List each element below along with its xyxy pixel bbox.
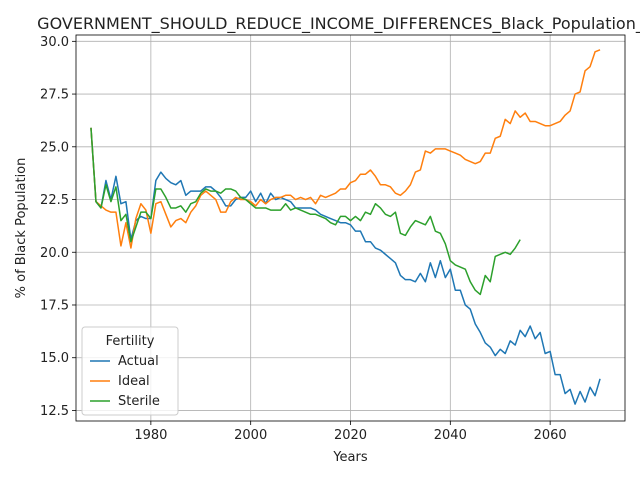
y-tick-label: 30.0	[40, 35, 69, 50]
y-tick-label: 20.0	[40, 246, 69, 261]
x-tick-label: 1980	[134, 428, 167, 443]
series-line-actual	[90, 127, 601, 405]
legend-entry-actual: Actual	[118, 354, 159, 369]
y-tick-label: 15.0	[40, 351, 69, 366]
series-line-ideal	[90, 49, 601, 249]
y-tick-label: 12.5	[40, 404, 69, 419]
x-axis-label: Years	[332, 450, 368, 465]
series-line-sterile	[90, 127, 521, 296]
y-tick-label: 27.5	[40, 88, 69, 103]
y-tick-label: 25.0	[40, 140, 69, 155]
y-axis-label: % of Black Population	[14, 158, 29, 299]
chart-title: GOVERNMENT_SHOULD_REDUCE_INCOME_DIFFEREN…	[37, 14, 640, 34]
x-tick-label: 2020	[334, 428, 367, 443]
legend-box	[81, 326, 179, 416]
grid-lines	[76, 35, 625, 421]
y-tick-label: 17.5	[40, 298, 69, 313]
legend-entry-sterile: Sterile	[118, 394, 160, 409]
series-lines	[90, 49, 601, 405]
legend-title: Fertility	[106, 334, 155, 349]
x-tick-label: 2040	[434, 428, 467, 443]
axis-ticks: 1980 2000 2020 2040 2060 12.5 15.0 17.5 20.0 22.5…	[40, 35, 567, 443]
x-tick-label: 2060	[534, 428, 567, 443]
chart-legend: Fertility Actual Ideal Sterile	[81, 326, 179, 416]
y-tick-label: 22.5	[40, 193, 69, 208]
legend-entry-ideal: Ideal	[118, 374, 150, 389]
x-tick-label: 2000	[234, 428, 267, 443]
